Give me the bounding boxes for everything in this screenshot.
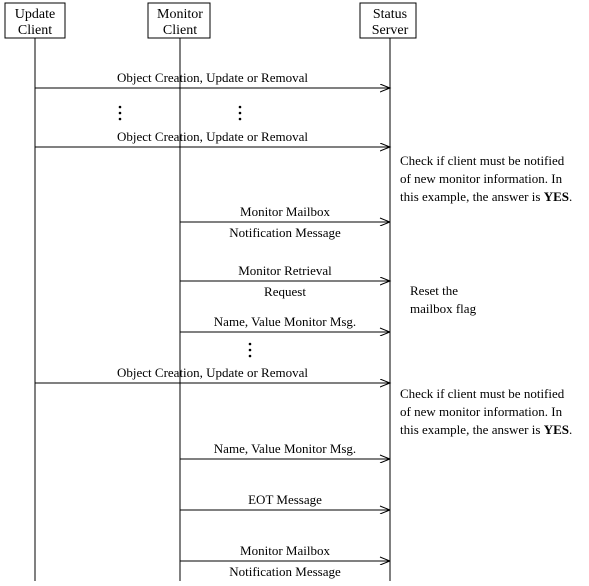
message-m3-label-0: Monitor Mailbox [240,204,330,219]
note-2-line-3: this example, the answer is YES. [400,422,572,437]
ellipsis-dot [239,106,242,109]
ellipsis-dot [249,355,252,358]
message-m7-label-0: Name, Value Monitor Msg. [214,441,356,456]
note-0-line-0: Check if client must be notified [400,153,565,168]
ellipsis-dot [119,118,122,121]
ellipsis-dot [119,112,122,115]
ellipsis-dot [119,106,122,109]
note-1-line-1: mailbox flag [410,301,477,316]
message-m2-label-0: Object Creation, Update or Removal [117,129,308,144]
ellipsis-dot [239,112,242,115]
message-m4-label-0: Monitor Retrieval [238,263,332,278]
update-label-1: Update [15,7,55,22]
message-m5-label-0: Name, Value Monitor Msg. [214,314,356,329]
note-2-line-0: Check if client must be notified [400,386,565,401]
ellipsis-dot [249,343,252,346]
message-m8-label-0: EOT Message [248,492,322,507]
status-label-2: Server [372,23,409,38]
note-2-line-1: of new monitor information. In [400,404,563,419]
update-label-2: Client [18,23,52,38]
message-m1-label-0: Object Creation, Update or Removal [117,70,308,85]
message-m9-label-0: Monitor Mailbox [240,543,330,558]
monitor-label-2: Client [163,23,197,38]
monitor-label-1: Monitor [157,7,203,22]
message-m3-label-1: Notification Message [229,225,341,240]
note-1-line-0: Reset the [410,283,458,298]
message-m9-label-1: Notification Message [229,564,341,579]
sequence-diagram: UpdateClientMonitorClientStatusServerObj… [0,0,589,586]
ellipsis-dot [239,118,242,121]
message-m4-label-1: Request [264,284,306,299]
note-0-line-3: this example, the answer is YES. [400,189,572,204]
status-label-1: Status [373,7,407,22]
message-m6-label-0: Object Creation, Update or Removal [117,365,308,380]
ellipsis-dot [249,349,252,352]
note-0-line-1: of new monitor information. In [400,171,563,186]
